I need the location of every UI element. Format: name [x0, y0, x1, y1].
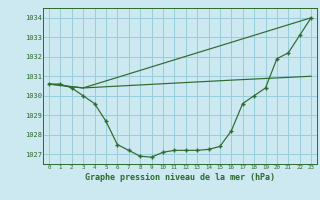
- X-axis label: Graphe pression niveau de la mer (hPa): Graphe pression niveau de la mer (hPa): [85, 173, 275, 182]
